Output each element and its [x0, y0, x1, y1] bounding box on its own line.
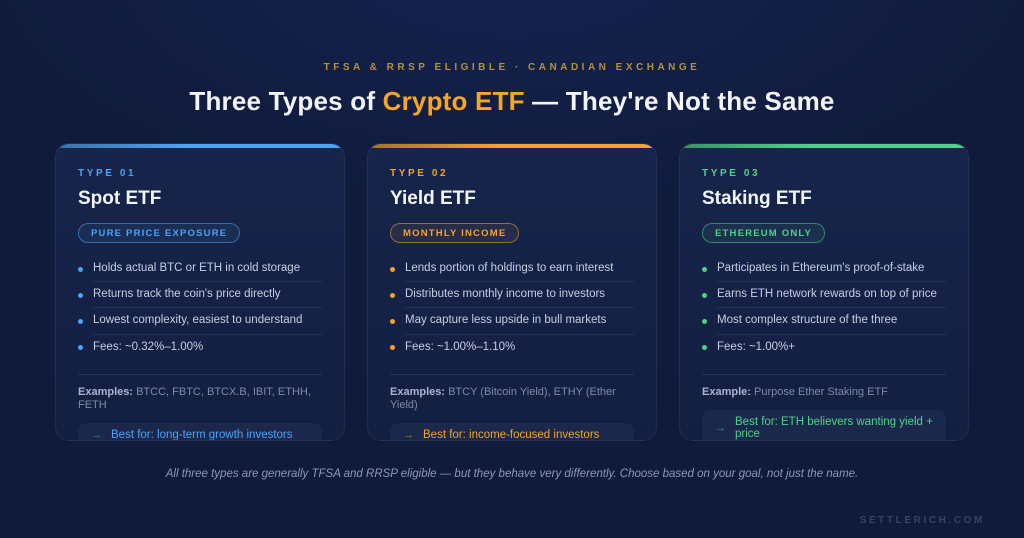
- list-item: Distributes monthly income to investors: [390, 282, 634, 309]
- list-item: Fees: ~1.00%–1.10%: [390, 335, 634, 361]
- bullet-dot-icon: [78, 266, 83, 272]
- examples-line: Examples: BTCC, FBTC, BTCX.B, IBIT, ETHH…: [78, 386, 322, 412]
- card-badge: MONTHLY INCOME: [390, 223, 520, 243]
- list-item: Fees: ~0.32%–1.00%: [78, 335, 322, 361]
- arrow-right-icon: →: [91, 429, 102, 441]
- eyebrow-text: TFSA & RRSP ELIGIBLE · CANADIAN EXCHANGE: [323, 62, 701, 73]
- bullet-dot-icon: [390, 345, 395, 351]
- bullet-text: Holds actual BTC or ETH in cold storage: [93, 262, 301, 274]
- card-body: TYPE 01 Spot ETF PURE PRICE EXPOSURE Hol…: [56, 148, 344, 441]
- bullet-text: Fees: ~1.00%+: [717, 340, 795, 353]
- examples-label: Examples:: [78, 385, 134, 398]
- examples-value: BTCC, FBTC, BTCX.B, IBIT, ETHH, FETH: [78, 385, 311, 412]
- list-item: Lends portion of holdings to earn intere…: [390, 256, 634, 283]
- type-label: TYPE 01: [78, 168, 137, 179]
- bullet-dot-icon: [702, 318, 707, 324]
- title-prefix: Three Types of: [189, 86, 383, 116]
- best-for-text: Best for: income-focused investors: [423, 429, 600, 441]
- bullet-text: Earns ETH network rewards on top of pric…: [717, 288, 937, 301]
- list-item: Returns track the coin's price directly: [78, 282, 322, 309]
- best-for-text: Best for: ETH believers wanting yield + …: [735, 416, 933, 441]
- divider: [390, 373, 634, 375]
- best-for-text: Best for: long-term growth investors: [111, 429, 293, 441]
- examples-label: Examples:: [390, 385, 446, 398]
- card-body: TYPE 02 Yield ETF MONTHLY INCOME Lends p…: [368, 148, 656, 441]
- examples-label: Example:: [702, 385, 751, 398]
- type-label: TYPE 02: [390, 168, 449, 179]
- bullet-list: Holds actual BTC or ETH in cold storage …: [78, 256, 322, 361]
- bullet-dot-icon: [390, 266, 395, 272]
- page-title: Three Types of Crypto ETF — They're Not …: [0, 86, 1024, 117]
- examples-line: Example: Purpose Ether Staking ETF: [702, 386, 946, 399]
- arrow-right-icon: →: [715, 422, 726, 435]
- card-accent-strip: [368, 144, 656, 148]
- list-item: May capture less upside in bull markets: [390, 308, 634, 335]
- bullet-text: Returns track the coin's price directly: [93, 288, 281, 301]
- arrow-right-icon: →: [403, 429, 414, 441]
- bullet-dot-icon: [78, 292, 83, 298]
- card-badge: PURE PRICE EXPOSURE: [78, 223, 241, 243]
- examples-value: Purpose Ether Staking ETF: [753, 385, 888, 398]
- page-header: TFSA & RRSP ELIGIBLE · CANADIAN EXCHANGE…: [0, 0, 1024, 117]
- list-item: Holds actual BTC or ETH in cold storage: [78, 256, 322, 283]
- footer-note: All three types are generally TFSA and R…: [165, 468, 859, 480]
- type-label: TYPE 03: [702, 168, 761, 179]
- bullet-text: Distributes monthly income to investors: [405, 288, 606, 301]
- card-body: TYPE 03 Staking ETF ETHEREUM ONLY Partic…: [680, 148, 968, 441]
- list-item: Fees: ~1.00%+: [702, 335, 946, 361]
- title-highlight: Crypto ETF: [382, 86, 525, 116]
- cards-row: TYPE 01 Spot ETF PURE PRICE EXPOSURE Hol…: [0, 143, 1024, 441]
- examples-line: Examples: BTCY (Bitcoin Yield), ETHY (Et…: [390, 386, 634, 412]
- watermark: SETTLERICH.COM: [859, 515, 985, 526]
- bullet-text: Most complex structure of the three: [717, 314, 898, 327]
- card-yield-etf: TYPE 02 Yield ETF MONTHLY INCOME Lends p…: [367, 143, 657, 441]
- card-badge: ETHEREUM ONLY: [702, 223, 826, 243]
- list-item: Lowest complexity, easiest to understand: [78, 308, 322, 335]
- card-title: Yield ETF: [390, 188, 476, 209]
- bullet-dot-icon: [78, 318, 83, 324]
- bullet-dot-icon: [390, 318, 395, 324]
- bullet-list: Participates in Ethereum's proof-of-stak…: [702, 256, 946, 361]
- divider: [78, 373, 322, 375]
- best-for-box: → Best for: income-focused investors: [390, 423, 634, 441]
- card-accent-strip: [680, 144, 968, 148]
- bullet-list: Lends portion of holdings to earn intere…: [390, 256, 634, 361]
- examples-value: BTCY (Bitcoin Yield), ETHY (Ether Yield): [390, 385, 616, 412]
- bullet-text: Lowest complexity, easiest to understand: [93, 314, 303, 327]
- divider: [702, 373, 946, 375]
- bullet-text: May capture less upside in bull markets: [405, 314, 607, 327]
- list-item: Earns ETH network rewards on top of pric…: [702, 282, 946, 309]
- bullet-text: Fees: ~1.00%–1.10%: [405, 340, 516, 353]
- bullet-dot-icon: [78, 345, 83, 351]
- bullet-dot-icon: [702, 266, 707, 272]
- card-accent-strip: [56, 144, 344, 148]
- best-for-box: → Best for: ETH believers wanting yield +…: [702, 410, 946, 441]
- card-title: Staking ETF: [702, 188, 812, 209]
- title-suffix: — They're Not the Same: [524, 86, 835, 116]
- bullet-text: Participates in Ethereum's proof-of-stak…: [717, 262, 925, 274]
- card-spot-etf: TYPE 01 Spot ETF PURE PRICE EXPOSURE Hol…: [55, 143, 345, 441]
- bullet-dot-icon: [390, 292, 395, 298]
- list-item: Most complex structure of the three: [702, 308, 946, 335]
- card-staking-etf: TYPE 03 Staking ETF ETHEREUM ONLY Partic…: [679, 143, 969, 441]
- bullet-text: Fees: ~0.32%–1.00%: [93, 340, 204, 353]
- bullet-text: Lends portion of holdings to earn intere…: [405, 262, 614, 274]
- card-title: Spot ETF: [78, 188, 162, 209]
- bullet-dot-icon: [702, 292, 707, 298]
- best-for-box: → Best for: long-term growth investors: [78, 423, 322, 441]
- bullet-dot-icon: [702, 345, 707, 351]
- list-item: Participates in Ethereum's proof-of-stak…: [702, 256, 946, 283]
